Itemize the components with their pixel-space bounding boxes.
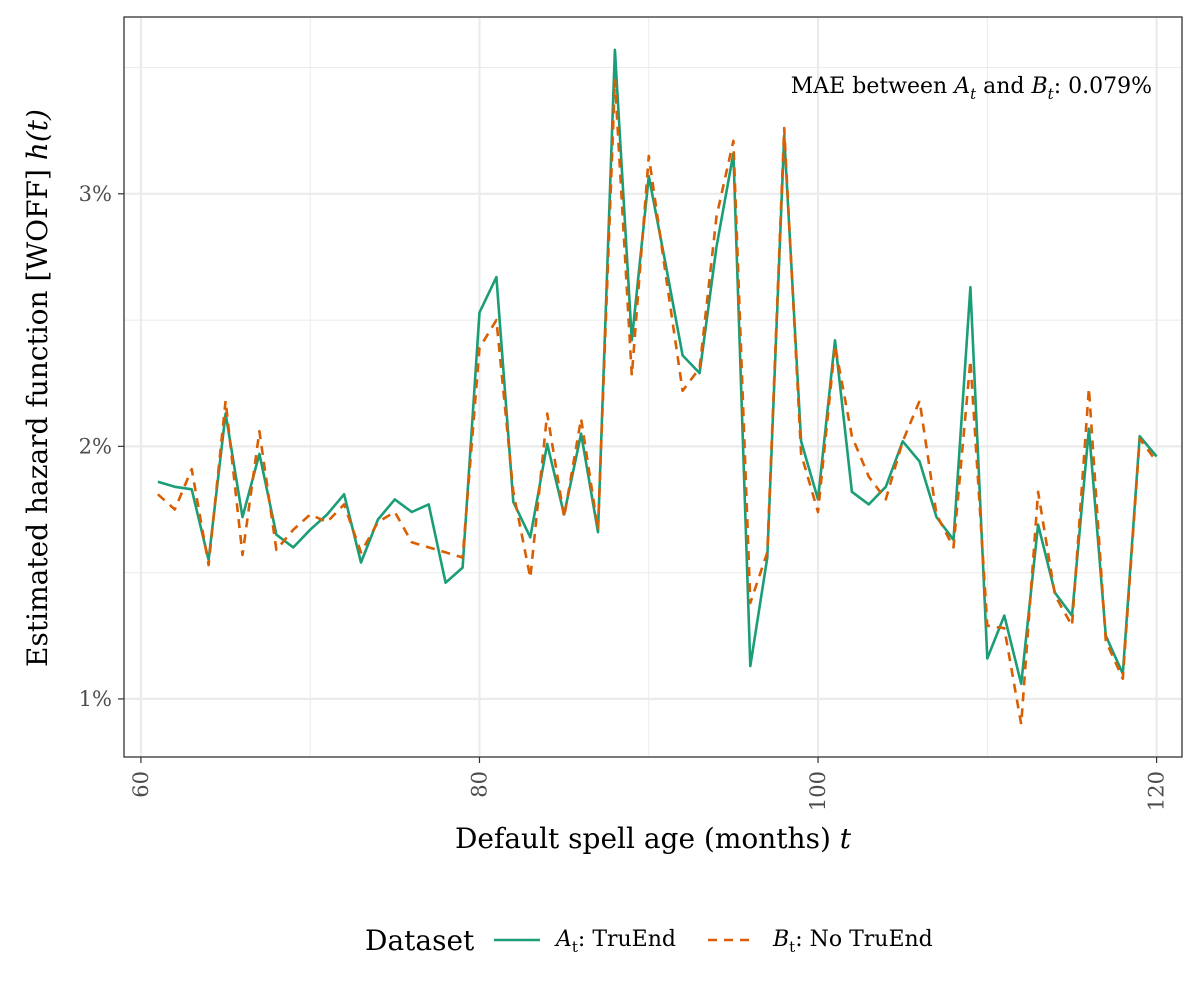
series-line-no-truend	[157, 78, 1158, 726]
x-tick-label: 100	[806, 771, 830, 811]
grid	[124, 17, 1182, 757]
legend-title: Dataset	[365, 924, 475, 957]
legend: Dataset At: TruEnd Bt: No TruEnd	[365, 924, 933, 957]
axis-ticks: 60 80 100 120 1% 2% 3%	[79, 182, 1169, 811]
y-axis-title: Estimated hazard function [WOFF] h(t)	[21, 109, 54, 667]
x-tick-label: 120	[1145, 771, 1169, 811]
y-tick-label: 3%	[79, 182, 112, 206]
mae-annotation: MAE between At and Bt: 0.079%	[791, 74, 1152, 103]
x-tick-label: 80	[467, 771, 491, 798]
y-tick-label: 2%	[79, 434, 112, 458]
series-layer	[157, 48, 1158, 726]
x-tick-label: 60	[129, 771, 153, 798]
x-axis-title: Default spell age (months) t	[455, 822, 852, 855]
y-tick-label: 1%	[79, 687, 112, 711]
panel-border	[123, 16, 1183, 758]
legend-label-series-a: At: TruEnd	[554, 927, 676, 956]
legend-label-series-b: Bt: No TruEnd	[772, 927, 933, 956]
